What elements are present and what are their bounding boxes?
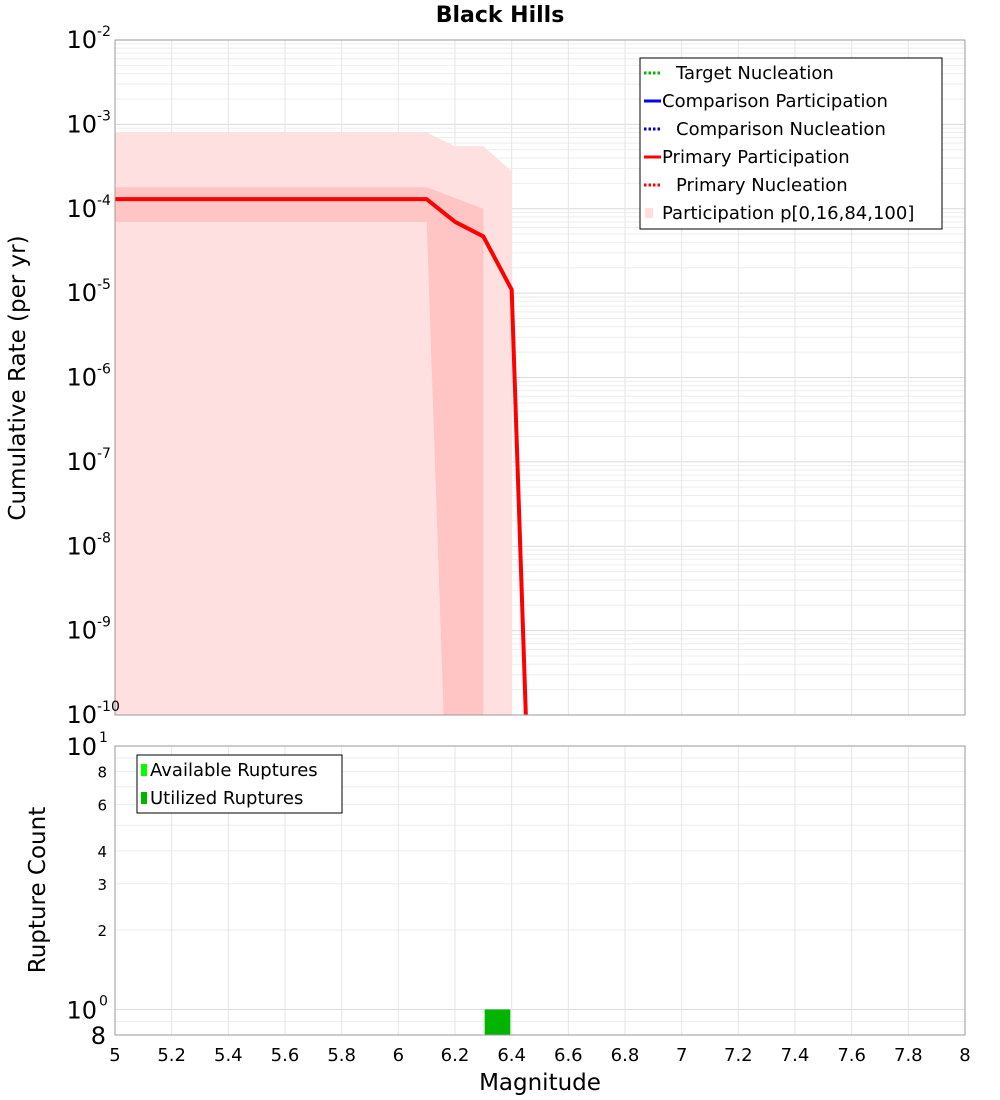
y-tick-label: 10 -2 [66,24,111,54]
legend-item: Comparison Nucleation [644,119,886,140]
y-tick-exponent: -4 [97,193,111,209]
x-tick-label: 6 [393,1045,404,1066]
y-tick-exponent: -5 [97,277,111,293]
y-tick-base: 10 [66,26,97,54]
y-tick-exponent: -7 [97,446,111,462]
x-tick-label: 8 [959,1045,970,1066]
y-minor-tick-label: 3 [97,876,107,894]
x-tick-label: 6.4 [497,1045,526,1066]
x-axis-label: Magnitude [479,1070,601,1096]
x-tick-label: 5.4 [214,1045,243,1066]
x-tick-label: 7.6 [837,1045,866,1066]
top-percentile-bands [115,132,512,716]
bar-utilized-ruptures [484,1009,511,1035]
y-tick-base: 10 [66,279,97,307]
x-tick-label: 6.2 [441,1045,470,1066]
y-tick-label: 10 0 [66,993,107,1024]
y-tick-exponent: 0 [99,993,108,1009]
legend-swatch [645,208,653,218]
legend-item: Available Ruptures [141,760,318,781]
y-tick-label: 10 -10 [66,699,119,729]
legend-label: Available Ruptures [150,760,318,781]
x-tick-label: 7 [676,1045,687,1066]
y-tick-label: 10 -4 [66,193,111,223]
legend-item: Primary Nucleation [644,175,848,196]
top-legend-box [639,57,943,230]
top-legend: Target Nucleation Comparison Participatio… [639,57,943,230]
x-tick-labels: 5 5.2 5.4 5.6 5.8 6 6.2 6.4 6.6 6.8 7 7.2 7.4 7.6 7.8 8 [109,1045,970,1066]
bottom-bars [484,1009,511,1035]
x-tick-label: 5.2 [157,1045,186,1066]
chart-title: Black Hills [436,3,565,28]
legend-label: Comparison Nucleation [676,119,886,140]
x-tick-label: 5.8 [327,1045,356,1066]
y-tick-exponent: -10 [97,699,120,715]
participation-band-p16-p84 [115,187,484,716]
x-tick-label: 6.6 [554,1045,583,1066]
legend-item: Comparison Participation [644,91,888,112]
series-line-primary-nucleation [115,198,527,716]
y-tick-label: 10 -9 [66,615,111,645]
y-tick-label: 10 -7 [66,446,111,476]
y-minor-tick-label: 8 [91,1022,106,1050]
y-tick-label: 10 -6 [66,362,111,392]
legend-label: Primary Participation [662,147,850,168]
y-tick-base: 10 [66,996,97,1024]
y-tick-exponent: -2 [97,24,111,40]
y-tick-base: 10 [66,110,97,138]
y-tick-base: 10 [66,364,97,392]
bottom-plot-frame [114,745,966,1036]
legend-label: Comparison Participation [662,91,888,112]
y-tick-base: 10 [66,195,97,223]
top-series-lines [115,197,528,716]
y-tick-label: 10 -3 [66,108,111,138]
participation-band-p0-p100 [115,132,512,716]
y-tick-exponent: 1 [99,730,108,746]
legend-swatch [141,792,147,804]
y-minor-tick-label: 2 [97,922,107,940]
y-minor-tick-label: 4 [97,843,107,861]
bottom-legend-box [136,754,343,814]
x-tick-label: 6.8 [611,1045,640,1066]
legend-label: Utilized Ruptures [150,788,303,809]
y-tick-base: 10 [66,448,97,476]
legend-item: Target Nucleation [644,63,834,84]
y-tick-exponent: -9 [97,615,111,631]
y-tick-base: 10 [66,733,97,761]
y-minor-tick-label: 8 [97,764,107,782]
y-tick-exponent: -6 [97,362,111,378]
y-tick-base: 10 [66,617,97,645]
x-tick-label: 5 [109,1045,120,1066]
x-tick-label: 7.8 [894,1045,923,1066]
x-tick-label: 5.6 [271,1045,300,1066]
legend-label: Participation p[0,16,84,100] [662,203,914,224]
legend-item: Participation p[0,16,84,100] [645,203,914,224]
y-tick-base: 10 [66,532,97,560]
top-y-axis-label: Cumulative Rate (per yr) [5,235,31,520]
legend-item: Primary Participation [644,147,850,168]
x-tick-label: 7.2 [724,1045,753,1066]
y-tick-label: 10 -8 [66,530,111,560]
legend-swatch [141,764,147,776]
bottom-y-axis-label: Rupture Count [25,807,51,973]
legend-label: Primary Nucleation [676,175,848,196]
bottom-legend: Available Ruptures Utilized Ruptures [136,754,343,814]
y-tick-exponent: -3 [97,108,111,124]
y-minor-tick-label: 6 [97,796,107,814]
y-tick-base: 10 [66,701,97,729]
legend-item: Utilized Ruptures [141,788,303,809]
top-plot-frame [114,39,966,716]
legend-label: Target Nucleation [675,63,834,84]
y-tick-label: 10 -5 [66,277,111,307]
y-tick-label: 10 1 [66,730,107,761]
y-tick-exponent: -8 [97,530,111,546]
x-tick-label: 7.4 [781,1045,810,1066]
bottom-gridlines [114,746,966,1035]
